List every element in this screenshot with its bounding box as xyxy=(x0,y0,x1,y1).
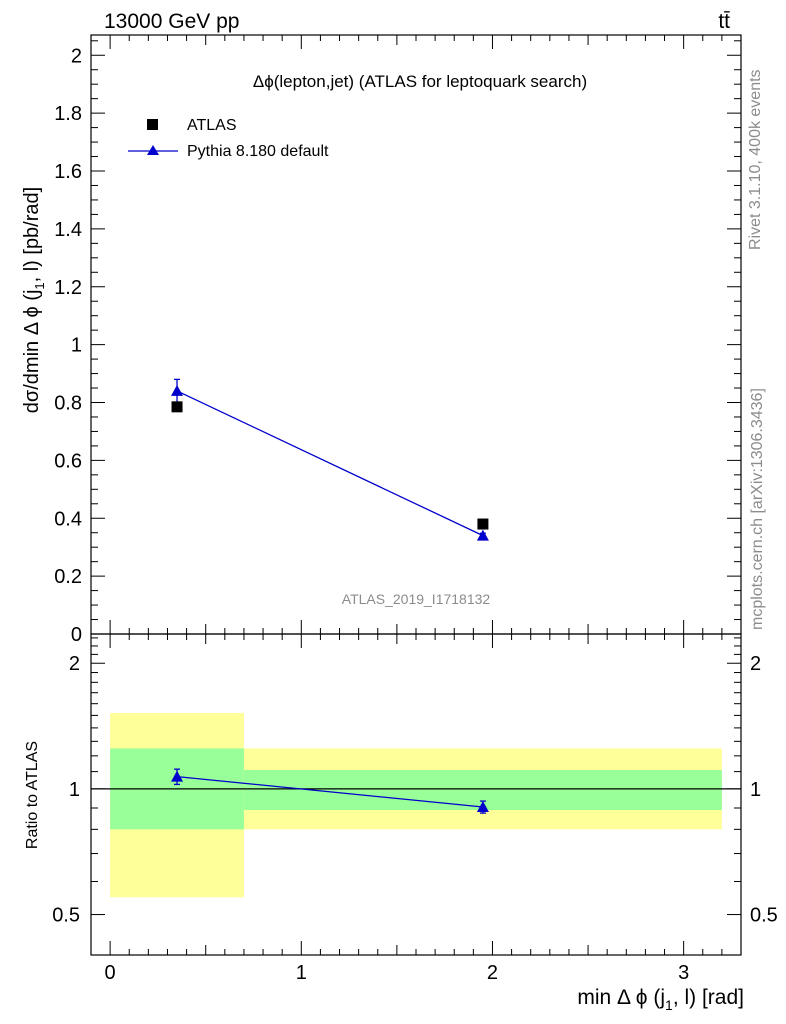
ratio-ytick-label-right: 2 xyxy=(750,653,761,675)
ratio-xtick-label: 0 xyxy=(105,962,116,984)
ratio-pythia-line xyxy=(176,775,483,808)
ratio-ytick-label: 2 xyxy=(69,653,80,675)
energy-label: 13000 GeV pp xyxy=(104,10,239,33)
atlas-point xyxy=(477,518,489,530)
ratio-pythia-point xyxy=(171,770,184,782)
ratio-xtick-label: 1 xyxy=(296,962,307,984)
pythia-point xyxy=(171,384,184,396)
main-ytick-label: 1.8 xyxy=(54,103,82,125)
legend-atlas-marker xyxy=(147,119,158,130)
main-panel: 0 0.2 0.4 0.6 0.8 1 1.2 1.4 1.6 1.8 2 Δϕ(lepton,je… xyxy=(21,34,742,646)
ratio-marks xyxy=(91,712,741,898)
ratio-ytick-label: 0.5 xyxy=(52,905,80,927)
main-ytick-label: 0.8 xyxy=(54,393,82,415)
ratio-xtick-label: 3 xyxy=(678,962,689,984)
ratio-ticks: 0.5 0.5 1 1 2 2 0 1 2 3 xyxy=(52,634,778,984)
ratio-ytick-label-right: 1 xyxy=(750,779,761,801)
main-ytick-label: 0.4 xyxy=(54,508,82,530)
main-ylabel: dσ/dmin Δ ϕ (j1, l) [pb/rad] xyxy=(21,187,47,413)
atlas-point xyxy=(171,401,183,413)
legend-atlas-label: ATLAS xyxy=(187,117,237,134)
main-ytick-label: 0 xyxy=(71,624,82,646)
legend: ATLAS Pythia 8.180 default xyxy=(128,117,329,160)
legend-pythia-label: Pythia 8.180 default xyxy=(187,143,329,160)
main-ytick-label: 0.6 xyxy=(54,450,82,472)
x-axis-label: min Δ ϕ (j1, l) [rad] xyxy=(577,986,744,1013)
main-ytick-label: 2 xyxy=(71,45,82,67)
main-ytick-label: 0.2 xyxy=(54,566,82,588)
main-ticks: 0 0.2 0.4 0.6 0.8 1 1.2 1.4 1.6 1.8 2 xyxy=(54,35,741,646)
ratio-ylabel: Ratio to ATLAS xyxy=(24,741,41,849)
main-ytick-label: 1.6 xyxy=(54,161,82,183)
main-ytick-label: 1 xyxy=(71,335,82,357)
ratio-xtick-label: 2 xyxy=(487,962,498,984)
pythia-point xyxy=(476,529,489,541)
main-ytick-label: 1.2 xyxy=(54,277,82,299)
main-ytick-label: 1.4 xyxy=(54,219,82,241)
ratio-pythia-point xyxy=(476,800,489,812)
main-title: Δϕ(lepton,jet) (ATLAS for leptoquark sea… xyxy=(253,72,587,91)
main-marks xyxy=(171,378,489,541)
pythia-line xyxy=(176,390,484,537)
legend-pythia-marker xyxy=(147,145,159,155)
ratio-panel: 0.5 0.5 1 1 2 2 0 1 2 3 Ratio to ATLAS min Δ ϕ (j… xyxy=(24,633,778,1013)
mcplots-label: mcplots.cern.ch [arXiv:1306.3436] xyxy=(749,388,766,630)
analysis-watermark: ATLAS_2019_I1718132 xyxy=(342,591,491,607)
ratio-ytick-label-right: 0.5 xyxy=(750,905,778,927)
ratio-ytick-label: 1 xyxy=(69,779,80,801)
rivet-label: Rivet 3.1.10, 400k events xyxy=(747,69,764,250)
process-label: tt̄ xyxy=(718,10,730,33)
